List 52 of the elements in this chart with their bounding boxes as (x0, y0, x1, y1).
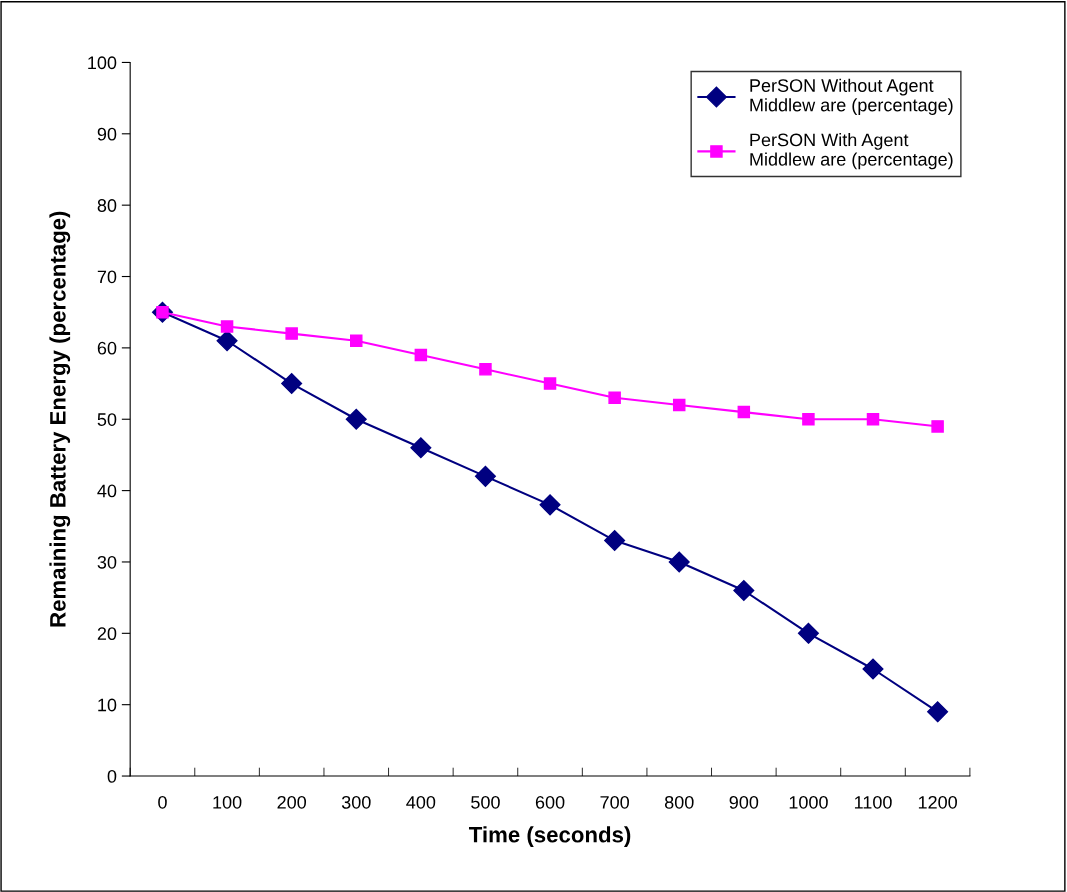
point (733, 579, 755, 602)
legend-label: PerSON With Agent Middlew are (percentage) (750, 133, 953, 170)
x-tick-label: 100 (213, 795, 242, 809)
point (604, 530, 626, 552)
point (737, 405, 751, 419)
y-tick-label: 60 (97, 341, 117, 355)
point (539, 494, 561, 516)
y-axis-title: Remaining Battery Energy (percentage) (49, 211, 71, 627)
point (608, 391, 621, 405)
point (802, 412, 815, 426)
x-tick-label: 500 (471, 795, 500, 809)
x-tick-label: 400 (406, 795, 436, 809)
x-tick-label: 1200 (918, 795, 957, 809)
point (797, 622, 819, 644)
point (672, 398, 686, 412)
y-tick-label: 30 (97, 555, 117, 569)
point (931, 420, 944, 433)
point (474, 465, 496, 487)
point (862, 658, 884, 680)
point (410, 437, 432, 459)
x-tick-label: 0 (158, 795, 167, 809)
x-tick-label: 900 (729, 795, 759, 809)
legend-label: PerSON Without Agent Middlew are (percentage) (750, 78, 953, 115)
y-tick-label: 70 (97, 270, 117, 284)
point (479, 363, 492, 376)
point (866, 412, 880, 426)
y-tick-label: 90 (97, 127, 117, 141)
y-tick-label: 20 (97, 627, 117, 641)
y-tick-label: 80 (97, 199, 117, 212)
point (927, 701, 949, 723)
y-tick-label: 10 (98, 698, 117, 712)
y-tick-label: 50 (97, 413, 117, 426)
point (414, 348, 428, 362)
x-tick-label: 1000 (789, 795, 828, 809)
x-tick-label: 700 (600, 795, 629, 809)
point (668, 551, 690, 573)
point (216, 330, 238, 352)
x-tick-label: 800 (664, 795, 694, 809)
point (281, 373, 303, 395)
point (543, 377, 557, 390)
x-tick-label: 1100 (854, 795, 892, 809)
point (350, 334, 363, 347)
y-tick-label: 40 (97, 484, 117, 498)
x-tick-label: 300 (341, 795, 371, 809)
point (345, 408, 367, 430)
x-tick-label: 200 (277, 795, 307, 809)
point (285, 327, 298, 340)
y-tick-label: 100 (88, 56, 117, 70)
x-tick-label: 600 (535, 795, 565, 809)
y-tick-label: 0 (107, 769, 117, 783)
x-axis-title: Time (seconds) (468, 826, 631, 847)
point (220, 320, 234, 333)
